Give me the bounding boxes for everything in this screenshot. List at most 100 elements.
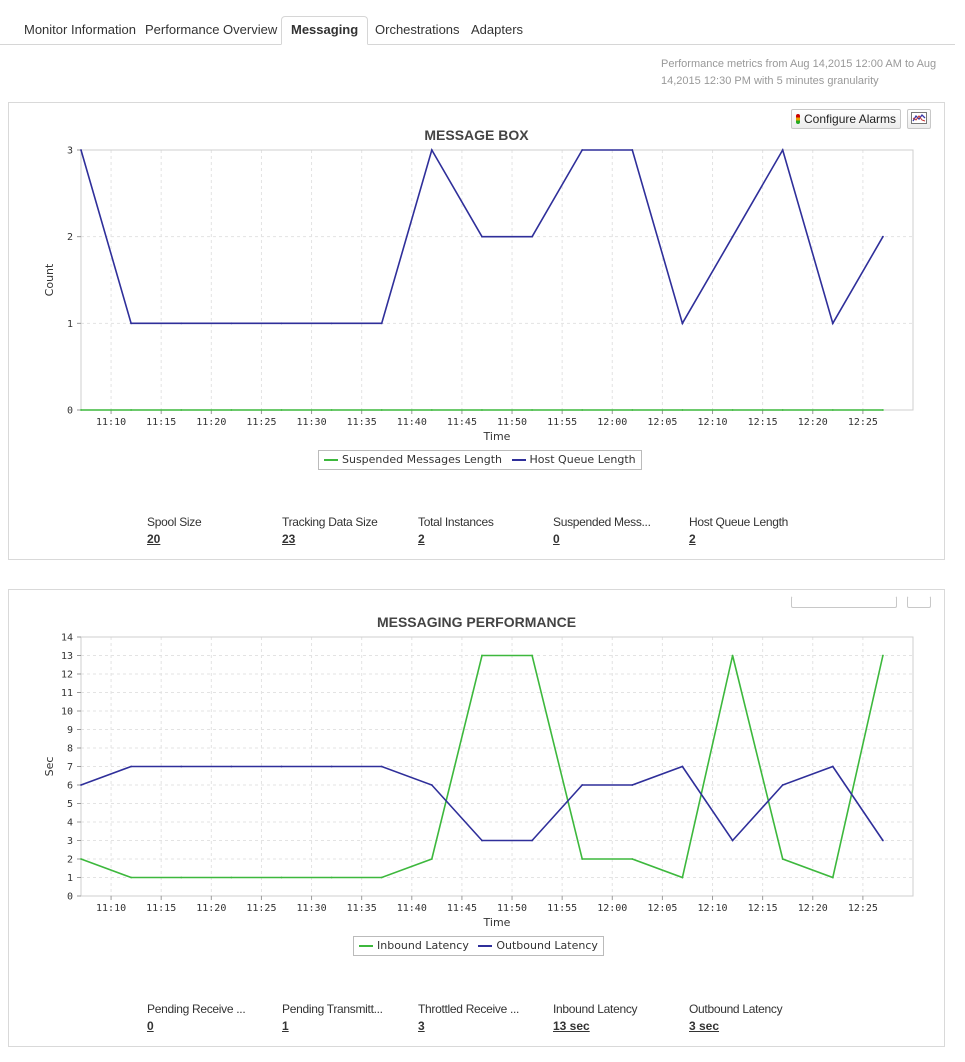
stat-outbound-latency: Outbound Latency 3 sec [689,1002,783,1033]
x-tick-label: 11:15 [146,903,176,914]
data-point [781,784,784,786]
data-point [882,409,884,411]
x-tick-label: 11:45 [447,903,477,914]
data-point [330,876,333,879]
x-tick-label: 12:05 [647,903,677,914]
stat-total-instances: Total Instances 2 [418,515,494,546]
data-point [130,322,133,325]
x-tick-label: 11:40 [397,417,427,428]
data-point [80,409,82,411]
y-tick-label: 12 [61,670,73,681]
tab-orchestrations[interactable]: Orchestrations [375,22,460,37]
stat-value-link[interactable]: 2 [418,532,425,546]
tab-messaging[interactable]: Messaging [281,16,369,45]
data-point [80,858,82,860]
metrics-range-text: Performance metrics from Aug 14,2015 12:… [661,58,937,87]
stat-label: Pending Transmitt... [282,1002,383,1016]
message-box-title: MESSAGE BOX [424,127,529,143]
stat-label: Host Queue Length [689,515,788,529]
stat-value-link[interactable]: 13 sec [553,1019,590,1033]
y-tick-label: 8 [67,744,73,755]
x-tick-label: 11:50 [497,903,527,914]
chart-toggle-button-hidden[interactable] [907,596,931,608]
chart-toggle-button[interactable] [907,109,931,129]
x-tick-label: 12:20 [798,417,828,428]
data-point [180,409,183,411]
y-tick-label: 1 [67,873,73,884]
stat-label: Spool Size [147,515,202,529]
data-point [430,784,433,786]
tab-performance-overview[interactable]: Performance Overview [145,22,278,37]
stat-value-link[interactable]: 2 [689,532,696,546]
x-tick-label: 11:35 [347,417,377,428]
y-tick-label: 13 [61,651,73,662]
legend-label: Outbound Latency [496,939,598,952]
legend-item: Host Queue Length [511,451,636,469]
data-point [230,876,233,879]
data-point [581,149,584,151]
data-point [330,409,333,411]
stat-value-link[interactable]: 3 [418,1019,425,1033]
stat-pending-transmit: Pending Transmitt... 1 [282,1002,383,1033]
stat-value-link[interactable]: 0 [553,532,560,546]
x-tick-label: 11:30 [296,417,326,428]
data-point [681,322,684,325]
data-point [781,149,784,151]
legend-label: Host Queue Length [529,453,636,466]
y-tick-label: 7 [67,762,73,773]
stat-label: Tracking Data Size [282,515,378,529]
stat-value-link[interactable]: 3 sec [689,1019,720,1033]
stat-label: Throttled Receive ... [418,1002,520,1016]
data-point [230,765,233,768]
data-point [130,409,133,411]
data-point [80,784,82,786]
y-tick-label: 3 [67,146,73,157]
stat-tracking-data-size: Tracking Data Size 23 [282,515,378,546]
x-tick-label: 11:10 [96,903,126,914]
stat-value-link[interactable]: 1 [282,1019,289,1033]
data-point [681,409,684,411]
data-point [330,765,333,768]
x-tick-label: 12:25 [848,417,878,428]
stat-value-link[interactable]: 20 [147,532,161,546]
x-tick-label: 12:00 [597,417,627,428]
data-point [280,876,283,879]
data-point [831,765,834,768]
stat-value-link[interactable]: 23 [282,532,296,546]
stat-value-link[interactable]: 0 [147,1019,154,1033]
tab-monitor-information[interactable]: Monitor Information [24,22,136,37]
data-point [180,876,183,879]
y-tick-label: 5 [67,799,73,810]
configure-alarms-button[interactable]: Configure Alarms [791,109,902,129]
message-box-panel: MESSAGE BOX Configure Alarms 0 1 2 3 11:10 11… [8,102,945,560]
data-point [882,839,884,842]
data-point [380,322,383,325]
data-point [280,322,283,325]
configure-alarms-button-hidden[interactable] [791,596,897,608]
data-point [130,876,133,879]
configure-alarms-label: Configure Alarms [804,112,897,126]
legend-swatch-blue [478,945,493,947]
data-point [130,765,133,768]
data-point [230,409,233,411]
data-point [831,409,834,411]
data-point [531,409,533,411]
y-tick-label: 2 [67,232,73,243]
data-point [280,765,283,768]
stat-label: Outbound Latency [689,1002,783,1016]
tab-adapters[interactable]: Adapters [471,22,524,37]
data-point [531,235,533,238]
x-tick-label: 11:10 [96,417,126,428]
x-tick-label: 12:15 [748,903,778,914]
x-tick-label: 11:45 [447,417,477,428]
stat-pending-receive: Pending Receive ... 0 [147,1002,246,1033]
x-tick-label: 12:10 [697,903,727,914]
x-tick-label: 12:25 [848,903,878,914]
stat-inbound-latency: Inbound Latency 13 sec [553,1002,638,1033]
data-point [230,322,233,325]
legend-swatch-green [324,459,338,461]
legend-item: Outbound Latency [478,937,598,955]
stat-suspended-messages: Suspended Mess... 0 [553,515,651,546]
data-point [330,322,333,325]
data-point [430,409,433,411]
